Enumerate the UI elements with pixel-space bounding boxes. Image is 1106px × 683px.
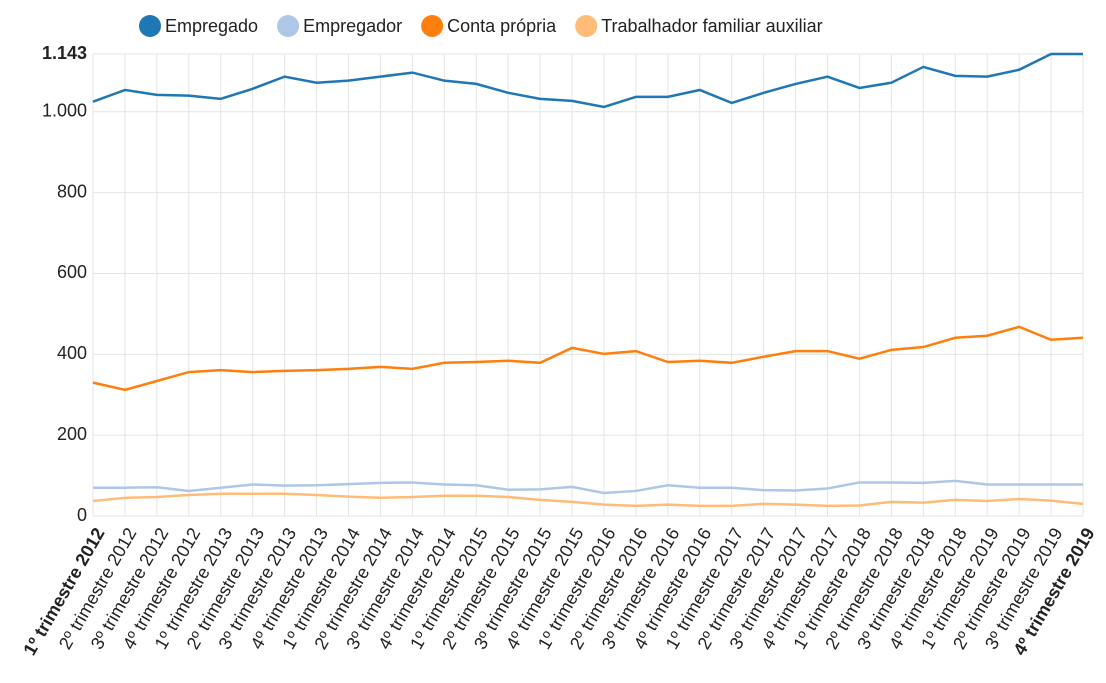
legend-label: Empregado bbox=[165, 16, 258, 36]
series-line bbox=[93, 479, 1083, 495]
y-tick-label: 600 bbox=[57, 262, 87, 282]
legend-swatch bbox=[277, 15, 300, 37]
series-line bbox=[92, 52, 1083, 109]
legend-item: Empregado bbox=[139, 15, 258, 37]
y-tick-label: 800 bbox=[57, 181, 87, 201]
y-tick-label: 0 bbox=[77, 505, 87, 525]
legend-item: Trabalhador familiar auxiliar bbox=[575, 15, 823, 37]
legend-item: Empregador bbox=[277, 15, 402, 37]
y-tick-label: 200 bbox=[57, 424, 87, 444]
y-tick-label: 1.000 bbox=[42, 101, 87, 121]
y-tick-label: 1.143 bbox=[42, 43, 87, 63]
series-line bbox=[92, 492, 1084, 508]
legend-swatch bbox=[139, 15, 161, 37]
y-tick-label: 400 bbox=[57, 343, 87, 363]
legend-label: Trabalhador familiar auxiliar bbox=[601, 16, 822, 36]
legend: Empregado Empregador Conta própria Trabalha… bbox=[139, 15, 823, 37]
legend-label: Empregador bbox=[303, 16, 402, 36]
series-line bbox=[92, 325, 1084, 392]
legend-swatch bbox=[575, 15, 598, 37]
legend-swatch bbox=[421, 15, 444, 37]
legend-item: Conta própria bbox=[421, 15, 557, 37]
legend-label: Conta própria bbox=[447, 16, 557, 36]
